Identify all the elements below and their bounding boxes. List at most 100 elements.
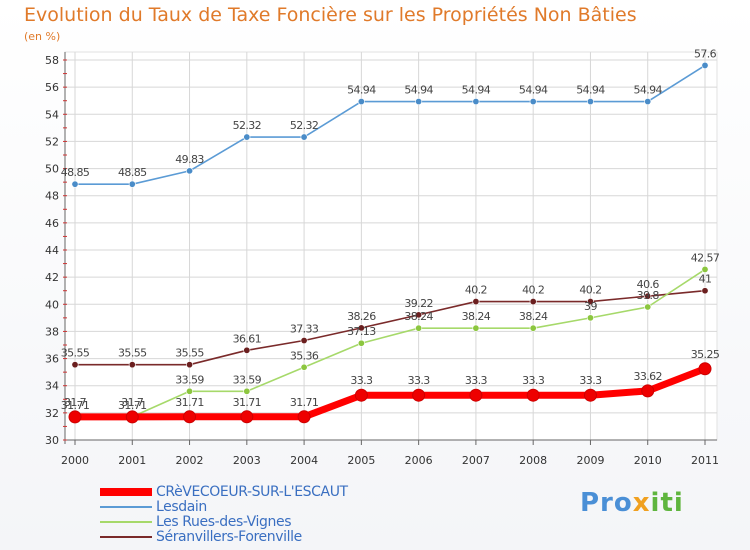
data-point xyxy=(701,265,709,273)
data-point xyxy=(243,387,251,395)
x-tick-label: 2011 xyxy=(691,454,719,467)
data-point xyxy=(644,303,652,311)
x-tick-label: 2007 xyxy=(462,454,490,467)
y-tick-label: 38 xyxy=(45,325,59,338)
x-tick-label: 2004 xyxy=(290,454,318,467)
data-label: 33.3 xyxy=(579,374,602,387)
y-tick-label: 34 xyxy=(45,380,59,393)
data-point xyxy=(243,133,251,141)
data-label: 40.2 xyxy=(579,284,601,297)
x-tick-label: 2003 xyxy=(233,454,261,467)
data-label: 38.26 xyxy=(347,310,376,323)
data-point xyxy=(641,384,655,398)
data-point xyxy=(357,339,365,347)
legend-swatch xyxy=(100,535,152,538)
data-label: 33.59 xyxy=(175,373,204,386)
legend-label: Les Rues-des-Vignes xyxy=(156,513,292,530)
data-point xyxy=(300,133,308,141)
data-label: 54.94 xyxy=(519,84,548,97)
legend-item: Lesdain xyxy=(100,498,348,515)
data-point xyxy=(128,180,136,188)
x-tick-label: 2002 xyxy=(176,454,204,467)
y-tick-label: 32 xyxy=(45,407,59,420)
data-label: 35.55 xyxy=(61,347,90,360)
legend-swatch xyxy=(100,487,152,496)
proxiti-logo: Proxiti xyxy=(580,488,684,518)
data-point xyxy=(300,337,308,345)
data-label: 40.2 xyxy=(522,284,544,297)
legend-label: Séranvillers-Forenville xyxy=(156,528,302,545)
data-label: 31.7 xyxy=(121,396,144,409)
data-point xyxy=(68,410,82,424)
data-label: 48.85 xyxy=(118,166,147,179)
data-label: 54.94 xyxy=(633,84,662,97)
data-label: 31.71 xyxy=(118,399,147,412)
data-point xyxy=(354,388,368,402)
y-tick-label: 58 xyxy=(45,54,59,67)
legend-label: Lesdain xyxy=(156,498,207,515)
data-label: 33.59 xyxy=(233,373,262,386)
y-tick-label: 52 xyxy=(45,135,59,148)
y-tick-label: 56 xyxy=(45,81,59,94)
data-label: 39.8 xyxy=(637,289,660,302)
data-label: 37.13 xyxy=(347,325,376,338)
data-point xyxy=(701,61,709,69)
data-point xyxy=(240,410,254,424)
data-point xyxy=(529,298,537,306)
data-label: 31.71 xyxy=(233,396,262,409)
x-tick-label: 2010 xyxy=(634,454,662,467)
data-label: 54.94 xyxy=(347,84,376,97)
data-point xyxy=(125,410,139,424)
data-point xyxy=(243,346,251,354)
data-point xyxy=(71,361,79,369)
legend-item: Les Rues-des-Vignes xyxy=(100,513,348,530)
data-label: 39.22 xyxy=(404,297,433,310)
chart-legend: CRèVECOEUR-SUR-L'ESCAUT Lesdain Les Rues-d… xyxy=(100,483,348,545)
data-point xyxy=(529,324,537,332)
x-tick-label: 2005 xyxy=(347,454,375,467)
data-label: 54.94 xyxy=(462,84,491,97)
data-point xyxy=(701,287,709,295)
data-label: 38.24 xyxy=(462,310,491,323)
data-label: 35.55 xyxy=(175,347,204,360)
data-label: 36.61 xyxy=(233,332,262,345)
data-point xyxy=(415,98,423,106)
x-tick-label: 2001 xyxy=(118,454,146,467)
data-label: 35.55 xyxy=(118,347,147,360)
legend-swatch xyxy=(100,505,152,508)
data-label: 41 xyxy=(699,273,712,286)
data-point xyxy=(472,298,480,306)
data-point xyxy=(472,324,480,332)
data-point xyxy=(472,98,480,106)
data-label: 57.6 xyxy=(694,47,717,60)
chart-title: Evolution du Taux de Taxe Foncière sur l… xyxy=(24,4,637,26)
data-label: 48.85 xyxy=(61,166,90,179)
data-label: 35.36 xyxy=(290,349,319,362)
y-tick-label: 54 xyxy=(45,108,59,121)
data-point xyxy=(186,361,194,369)
data-point xyxy=(357,98,365,106)
data-point xyxy=(415,311,423,319)
series-line xyxy=(74,289,706,366)
data-label: 49.83 xyxy=(175,153,204,166)
data-point xyxy=(586,298,594,306)
data-point xyxy=(183,410,197,424)
x-tick-label: 2006 xyxy=(405,454,433,467)
series-line xyxy=(74,268,706,418)
data-point xyxy=(586,314,594,322)
data-label: 33.3 xyxy=(465,374,488,387)
data-label: 31.71 xyxy=(175,396,204,409)
data-point xyxy=(71,180,79,188)
y-tick-label: 44 xyxy=(45,244,59,257)
legend-label: CRèVECOEUR-SUR-L'ESCAUT xyxy=(156,483,348,500)
y-tick-label: 48 xyxy=(45,190,59,203)
data-point xyxy=(415,324,423,332)
data-label: 33.62 xyxy=(633,370,662,383)
y-tick-label: 40 xyxy=(45,298,59,311)
data-label: 39 xyxy=(584,300,597,313)
series-line xyxy=(71,365,709,421)
data-point xyxy=(300,363,308,371)
data-label: 54.94 xyxy=(576,84,605,97)
legend-swatch xyxy=(100,520,152,523)
data-point xyxy=(186,167,194,175)
